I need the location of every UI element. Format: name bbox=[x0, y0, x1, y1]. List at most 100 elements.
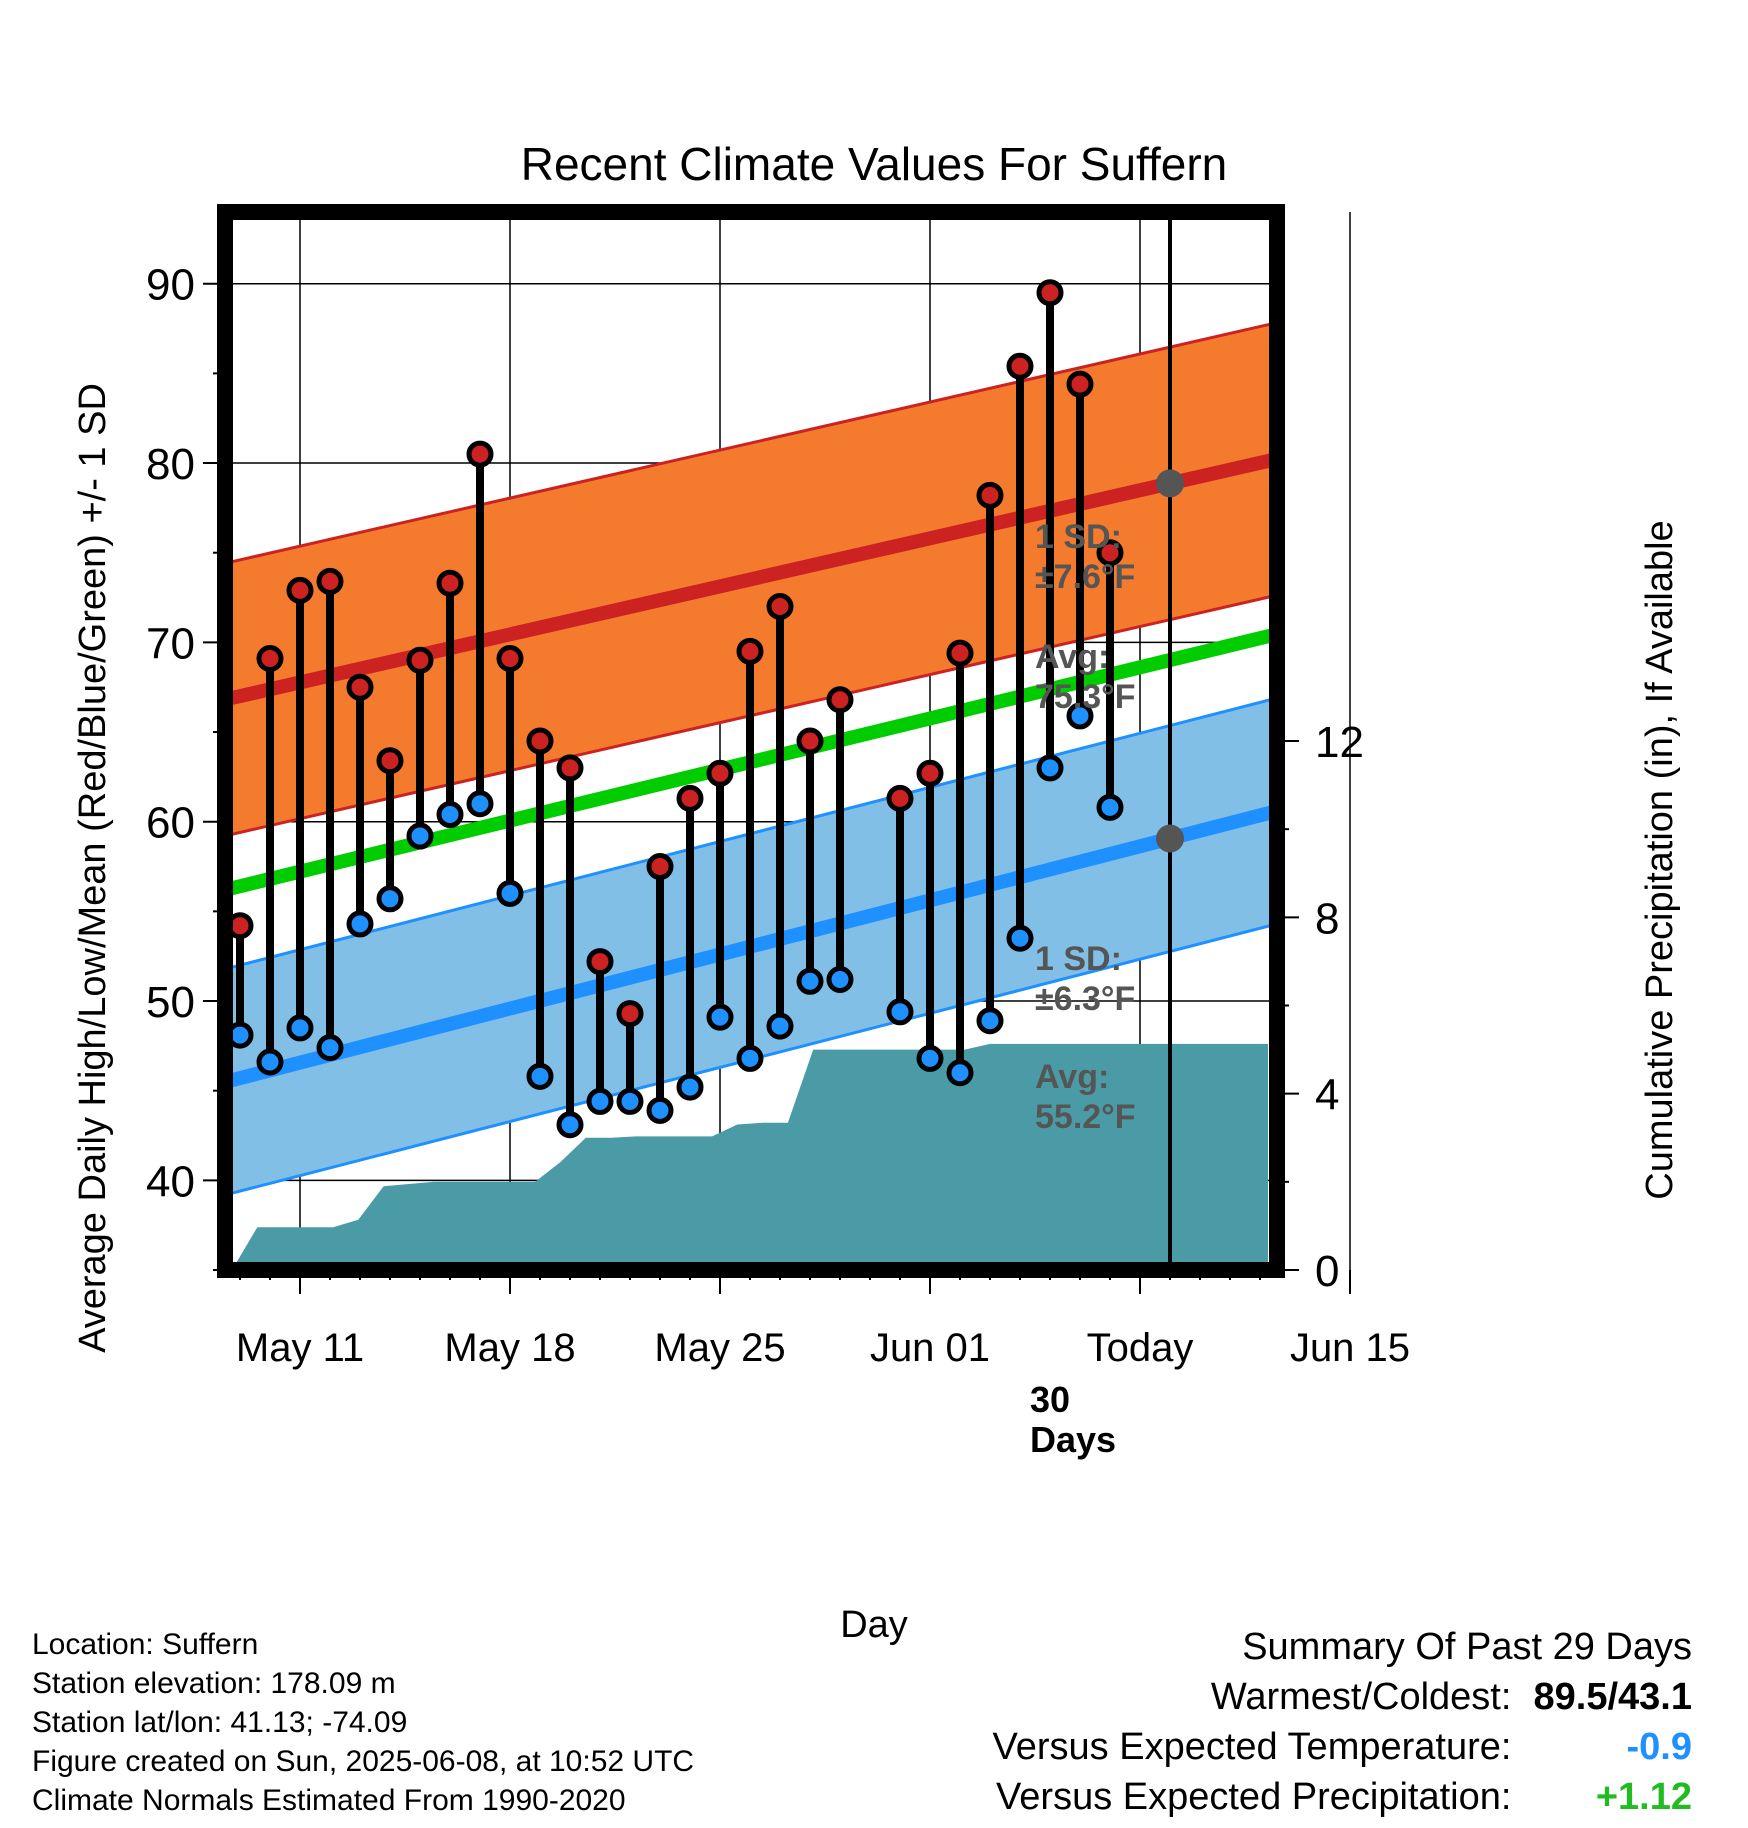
high-point bbox=[796, 727, 824, 755]
low-point bbox=[796, 967, 824, 995]
low-point bbox=[316, 1034, 344, 1062]
low-point bbox=[256, 1048, 284, 1076]
today-high-avg-marker bbox=[1156, 469, 1184, 498]
low-point bbox=[826, 965, 854, 993]
low-point bbox=[886, 998, 914, 1026]
high-point bbox=[376, 747, 404, 775]
high-point bbox=[736, 637, 764, 665]
today-days-label: 30 Days bbox=[1030, 1379, 1116, 1460]
high-point bbox=[916, 759, 944, 787]
low-point bbox=[1036, 754, 1064, 782]
x-tick-label: May 18 bbox=[444, 1326, 575, 1370]
y-tick-label: 50 bbox=[146, 978, 195, 1027]
high-point bbox=[886, 784, 914, 812]
y-axis-label: Average Daily High/Low/Mean (Red/Blue/Gr… bbox=[72, 383, 114, 1353]
summary-heading: Summary Of Past 29 Days bbox=[1242, 1626, 1692, 1668]
high-point bbox=[946, 639, 974, 667]
summary-temp: Versus Expected Temperature: -0.9 bbox=[993, 1722, 1692, 1772]
x-tick-label: Today bbox=[1087, 1326, 1194, 1370]
high-point bbox=[316, 567, 344, 595]
high-point bbox=[436, 569, 464, 597]
low-point bbox=[556, 1111, 584, 1139]
low-point bbox=[436, 801, 464, 829]
high-sd-annotation: 1 SD: ±7.6°F bbox=[1035, 518, 1135, 596]
x-tick-label: Jun 15 bbox=[1290, 1326, 1410, 1370]
high-point bbox=[676, 784, 704, 812]
warm-cold-value: 89.5/43.1 bbox=[1533, 1676, 1692, 1718]
low-avg-annotation: Avg: 55.2°F bbox=[1035, 1058, 1136, 1136]
x-tick-label: May 25 bbox=[654, 1326, 785, 1370]
chart-title: Recent Climate Values For Suffern bbox=[521, 138, 1228, 190]
high-point bbox=[256, 645, 284, 673]
y2-tick-label: 8 bbox=[1315, 894, 1339, 943]
low-point bbox=[526, 1062, 554, 1090]
summary-precip: Versus Expected Precipitation: +1.12 bbox=[993, 1772, 1692, 1822]
low-point bbox=[586, 1087, 614, 1115]
low-point bbox=[1006, 924, 1034, 952]
high-point bbox=[496, 645, 524, 673]
low-point bbox=[406, 822, 434, 850]
low-sd-annotation: 1 SD: ±6.3°F bbox=[1035, 940, 1135, 1018]
high-point bbox=[706, 759, 734, 787]
low-point bbox=[706, 1003, 734, 1031]
high-point bbox=[646, 853, 674, 881]
y2-tick-label: 0 bbox=[1315, 1247, 1339, 1296]
y-tick-label: 60 bbox=[146, 799, 195, 848]
high-point bbox=[466, 440, 494, 468]
high-point bbox=[1096, 539, 1124, 567]
low-point bbox=[496, 879, 524, 907]
low-point bbox=[1096, 793, 1124, 821]
x-axis-label: Day bbox=[840, 1604, 908, 1646]
today-low-avg-marker bbox=[1156, 824, 1184, 853]
y-tick-label: 40 bbox=[146, 1157, 195, 1206]
y2-axis-label: Cumulative Precipitation (in), If Availa… bbox=[1639, 520, 1681, 1199]
warm-cold-label: Warmest/Coldest: bbox=[1210, 1676, 1512, 1718]
low-point bbox=[1066, 702, 1094, 730]
y-tick-label: 70 bbox=[146, 619, 195, 668]
high-point bbox=[1036, 279, 1064, 307]
normals-text: Climate Normals Estimated From 1990-2020 bbox=[32, 1784, 626, 1817]
created-text: Figure created on Sun, 2025-06-08, at 10… bbox=[32, 1745, 695, 1778]
elevation-text: Station elevation: 178.09 m bbox=[32, 1667, 396, 1700]
summary-warm-cold: Warmest/Coldest: 89.5/43.1 bbox=[993, 1672, 1692, 1722]
y2-tick-label: 12 bbox=[1315, 718, 1364, 767]
low-point bbox=[376, 885, 404, 913]
high-point bbox=[1006, 352, 1034, 380]
high-point bbox=[346, 673, 374, 701]
high-point bbox=[586, 948, 614, 976]
high-point bbox=[526, 727, 554, 755]
high-point bbox=[616, 1000, 644, 1028]
high-point bbox=[556, 754, 584, 782]
low-point bbox=[736, 1044, 764, 1072]
y2-tick-label: 4 bbox=[1315, 1071, 1339, 1120]
low-point bbox=[916, 1044, 944, 1072]
low-point bbox=[676, 1073, 704, 1101]
high-point bbox=[286, 576, 314, 604]
low-point bbox=[346, 910, 374, 938]
low-point bbox=[616, 1087, 644, 1115]
y-tick-label: 80 bbox=[146, 440, 195, 489]
high-point bbox=[406, 646, 434, 674]
low-point bbox=[946, 1059, 974, 1087]
low-point bbox=[646, 1096, 674, 1124]
high-point bbox=[976, 481, 1004, 509]
precip-label: Versus Expected Precipitation: bbox=[996, 1776, 1512, 1818]
high-point bbox=[1066, 370, 1094, 398]
summary-panel: Summary Of Past 29 Days Warmest/Coldest:… bbox=[993, 1622, 1692, 1822]
low-point bbox=[286, 1014, 314, 1042]
temp-label: Versus Expected Temperature: bbox=[992, 1726, 1512, 1768]
high-avg-annotation: Avg: 75.3°F bbox=[1035, 638, 1136, 716]
high-point bbox=[826, 686, 854, 714]
latlon-text: Station lat/lon: 41.13; -74.09 bbox=[32, 1706, 408, 1739]
precip-value: +1.12 bbox=[1595, 1776, 1692, 1818]
y-tick-label: 90 bbox=[146, 261, 195, 310]
high-sd-band-upper-edge bbox=[229, 322, 1273, 564]
low-point bbox=[766, 1012, 794, 1040]
station-info: Location: Suffern Station elevation: 178… bbox=[32, 1625, 694, 1820]
x-tick-label: Jun 01 bbox=[870, 1326, 990, 1370]
low-point bbox=[976, 1007, 1004, 1035]
temp-value: -0.9 bbox=[1626, 1726, 1692, 1768]
location-text: Location: Suffern bbox=[32, 1628, 259, 1661]
low-point bbox=[466, 790, 494, 818]
